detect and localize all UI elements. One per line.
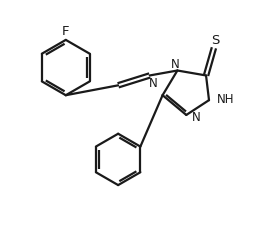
Text: N: N	[192, 111, 201, 124]
Text: F: F	[62, 24, 70, 37]
Text: S: S	[211, 34, 219, 47]
Text: N: N	[171, 58, 180, 71]
Text: NH: NH	[217, 92, 235, 105]
Text: N: N	[149, 76, 158, 90]
